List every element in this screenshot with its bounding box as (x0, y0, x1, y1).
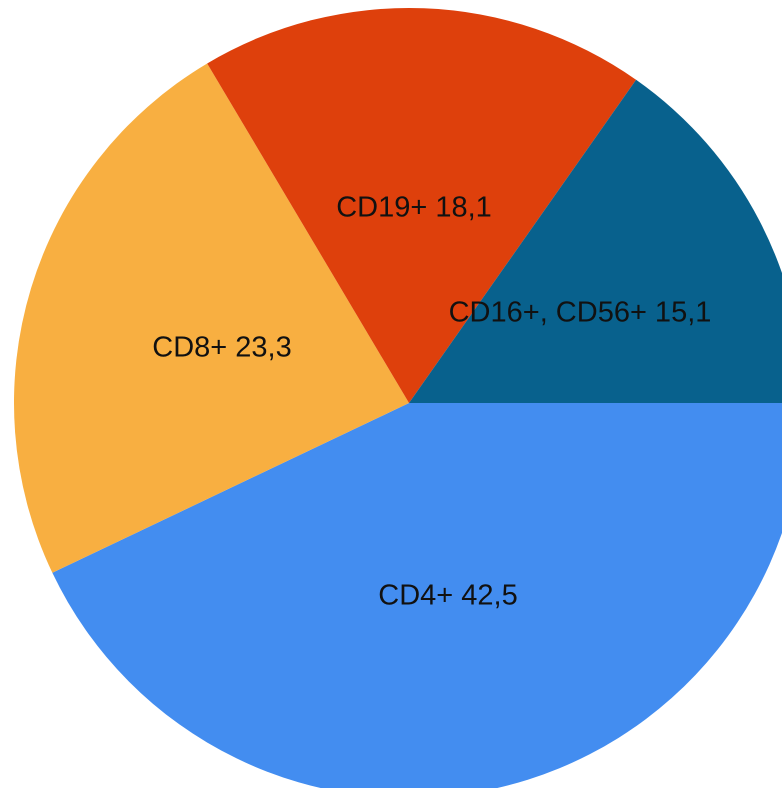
pie-slices (13, 7, 782, 788)
pie-slice-label: CD16+, CD56+ 15,1 (449, 297, 712, 329)
pie-slice-cd19 (207, 7, 637, 404)
pie-slice-cd16-cd56 (409, 79, 782, 403)
pie-slice-label: CD4+ 42,5 (378, 580, 517, 612)
pie-slice-label: CD19+ 18,1 (336, 192, 492, 224)
pie-slice-label: CD8+ 23,3 (152, 332, 291, 364)
pie-labels: CD4+ 42,5 CD8+ 23,3 CD19+ 18,1 CD16+, CD56+… (152, 192, 711, 612)
pie-slice-cd4 (52, 403, 782, 788)
pie-slice-cd8 (13, 63, 410, 573)
